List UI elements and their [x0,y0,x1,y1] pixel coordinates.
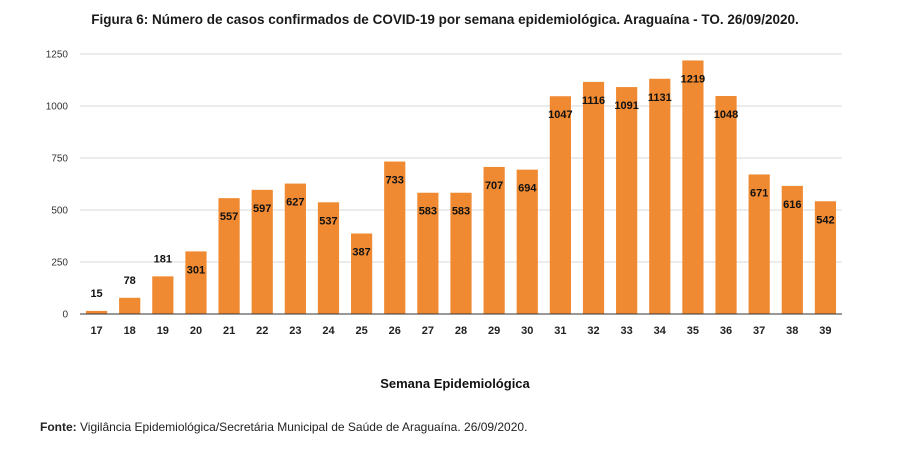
data-label: 78 [124,275,136,287]
bar [119,297,141,314]
data-label: 707 [485,180,503,192]
source-text: Vigilância Epidemiológica/Secretária Mun… [76,420,528,434]
source-note: Fonte: Vigilância Epidemiológica/Secretá… [40,420,527,434]
bars [85,60,837,315]
x-tick-label: 33 [621,325,633,337]
data-label: 1047 [548,109,572,121]
y-tick-label: 0 [62,310,68,321]
bar [251,189,273,314]
y-tick-label: 250 [51,258,68,269]
bar [351,233,373,314]
x-tick-label: 29 [488,325,500,337]
y-tick-label: 500 [51,206,68,217]
x-tick-label: 22 [256,325,268,337]
bar [549,96,571,314]
y-tick-label: 1000 [46,102,69,113]
x-tick-label: 34 [654,325,667,337]
bar [483,166,505,314]
x-axis-ticks: 17 18 19 20 21 22 23 24 25 26 27 28 29 30 31 32 33 34 35 36… [90,325,831,337]
data-label: 583 [419,206,437,218]
bar [748,174,770,314]
data-label: 557 [220,211,238,223]
bar [616,87,638,315]
bar [317,202,340,314]
x-tick-label: 31 [554,325,566,337]
x-tick-label: 17 [90,325,102,337]
data-label: 627 [286,197,304,209]
bar [218,198,240,314]
y-tick-label: 750 [51,154,68,165]
data-label: 671 [750,187,768,199]
data-label: 181 [154,253,172,265]
x-tick-label: 21 [223,325,235,337]
data-label: 733 [386,175,404,187]
x-tick-label: 30 [521,325,533,337]
bar [814,201,837,314]
x-tick-label: 37 [753,325,765,337]
bar [516,169,538,314]
bar [152,276,174,314]
x-tick-label: 26 [389,325,401,337]
bar [284,183,306,314]
x-tick-label: 39 [819,325,831,337]
data-label: 616 [783,199,801,211]
data-label: 597 [253,203,271,215]
bar [715,96,737,315]
x-tick-label: 19 [157,325,169,337]
data-label: 1091 [614,100,638,112]
data-label: 694 [518,183,537,195]
bar [417,192,439,314]
x-tick-label: 36 [720,325,732,337]
y-tick-label: 1250 [46,50,69,61]
x-tick-label: 18 [124,325,136,337]
data-label: 1048 [714,109,738,121]
bar [682,60,704,315]
grid-lines [80,53,842,263]
chart-title: Figura 6: Número de casos confirmados de… [91,12,798,27]
x-tick-label: 38 [786,325,798,337]
x-tick-label: 32 [587,325,599,337]
x-tick-label: 25 [355,325,367,337]
x-tick-label: 20 [190,325,202,337]
bar [384,161,406,314]
x-axis-label: Semana Epidemiológica [380,376,530,391]
bar [582,81,605,314]
x-tick-label: 24 [322,325,335,337]
y-axis-ticks: 0 250 500 750 1000 1250 [46,50,69,321]
data-label: 15 [90,288,102,300]
x-tick-label: 23 [289,325,301,337]
x-tick-label: 35 [687,325,699,337]
x-tick-label: 27 [422,325,434,337]
bar [85,310,108,314]
data-label: 542 [816,214,834,226]
source-label: Fonte: [40,420,77,434]
data-label: 301 [187,264,205,276]
bar [185,251,207,314]
bar [649,78,671,314]
x-tick-label: 28 [455,325,467,337]
bar [781,185,803,314]
data-label: 583 [452,206,470,218]
data-label: 1131 [648,92,672,104]
bar [450,192,472,314]
data-label: 387 [352,247,370,259]
chart: Figura 6: Número de casos confirmados de… [46,12,842,391]
data-labels: 15 78 181 301 557 597 627 537 387 733 583 583 707 694… [90,73,834,299]
data-label: 1116 [582,95,605,107]
data-label: 1219 [681,73,705,85]
data-label: 537 [319,215,337,227]
